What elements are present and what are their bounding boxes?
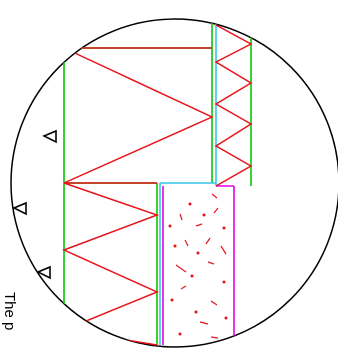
concrete-hatch [168, 193, 228, 339]
detail-circle [10, 18, 338, 348]
slab-edges [162, 185, 235, 345]
triangle-markers [12, 129, 57, 280]
triangle-marker [36, 265, 51, 280]
inner-edges [159, 20, 217, 345]
detail-content [12, 20, 253, 346]
triangle-marker [12, 201, 27, 216]
caption-text: The p [1, 292, 18, 331]
triangle-marker [42, 129, 57, 144]
